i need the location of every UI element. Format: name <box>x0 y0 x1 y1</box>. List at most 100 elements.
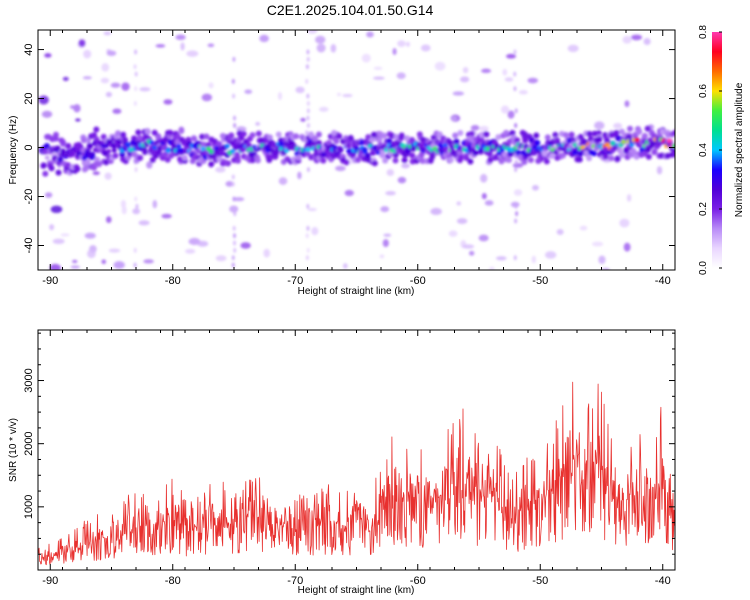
heatmap-band-halo <box>199 133 206 140</box>
heatmap-streak-blob <box>514 108 518 114</box>
heatmap-band-core <box>230 149 236 154</box>
heatmap-noise-blob <box>373 66 383 70</box>
heatmap-noise-blob <box>385 190 396 196</box>
heatmap-band-halo <box>74 166 81 173</box>
snr-ylabel: SNR (10 * v/v) <box>8 418 19 482</box>
x-tick-label: -50 <box>532 275 548 287</box>
snr-xlabel: Height of straight line (km) <box>298 585 415 596</box>
heatmap-streak-blob <box>135 203 139 209</box>
heatmap-noise-blob <box>456 218 468 224</box>
heatmap-noise-blob <box>155 44 166 48</box>
heatmap-noise-blob <box>75 118 81 122</box>
heatmap-band-halo <box>560 152 567 159</box>
heatmap-band-halo <box>365 134 372 141</box>
heatmap-band-halo <box>467 158 474 165</box>
heatmap-noise-blob <box>92 171 100 175</box>
heatmap-noise-blob <box>643 38 651 46</box>
heatmap-streak-blob <box>232 233 236 239</box>
heatmap-band-halo <box>501 151 508 158</box>
heatmap-noise-blob <box>105 216 112 224</box>
snr-series-line <box>38 381 675 566</box>
y-tick-label: 0 <box>23 144 35 150</box>
heatmap-noise-blob <box>101 259 107 265</box>
heatmap-band-halo <box>219 132 226 139</box>
heatmap-noise-blob <box>132 208 141 215</box>
heatmap-streak-blob <box>233 123 237 129</box>
heatmap-band-halo <box>645 153 652 160</box>
heatmap-streak-blob <box>305 130 309 136</box>
heatmap-noise-blob <box>143 259 154 264</box>
heatmap-noise-blob <box>383 233 392 237</box>
heatmap-band-halo <box>505 156 512 163</box>
heatmap-band-halo <box>552 131 559 138</box>
heatmap-noise-blob <box>277 92 283 101</box>
x-tick-label: -60 <box>410 575 426 587</box>
heatmap-noise-blob <box>392 48 397 55</box>
heatmap-noise-blob <box>105 91 113 98</box>
heatmap-band-halo <box>103 159 110 166</box>
heatmap-band-core <box>629 142 635 148</box>
heatmap-band-halo <box>521 159 528 166</box>
heatmap-noise-blob <box>452 91 465 96</box>
heatmap-band-core <box>165 148 171 153</box>
heatmap-streak-blob <box>305 64 309 70</box>
heatmap-streak-blob <box>233 211 237 217</box>
heatmap-band-mid <box>472 150 479 157</box>
heatmap-noise-blob <box>372 76 385 80</box>
heatmap-band-halo <box>382 157 389 164</box>
heatmap-band-halo <box>627 125 634 132</box>
heatmap-noise-blob <box>83 49 92 59</box>
heatmap-noise-blob <box>335 165 346 172</box>
heatmap-streak-blob <box>513 49 517 55</box>
heatmap-streak-blob <box>306 93 310 99</box>
heatmap-noise-blob <box>344 189 354 197</box>
heatmap-streak-blob <box>306 123 310 129</box>
heatmap-band-halo <box>548 152 555 159</box>
heatmap-band-halo <box>419 157 426 164</box>
heatmap-band-halo <box>208 161 215 168</box>
heatmap-band-core <box>621 139 627 144</box>
y-tick-label: 40 <box>23 43 35 55</box>
heatmap-band-halo <box>370 131 377 138</box>
heatmap-noise-blob <box>82 76 92 80</box>
heatmap-band-core <box>170 142 176 148</box>
heatmap-noise-blob <box>215 166 226 173</box>
heatmap-streak-blob <box>306 108 310 114</box>
heatmap-noise-blob <box>87 249 96 259</box>
heatmap-noise-blob <box>601 267 610 270</box>
heatmap-band-mid <box>590 150 597 157</box>
heatmap-band-halo <box>616 147 623 154</box>
heatmap-noise-blob <box>72 259 78 264</box>
heatmap-band-halo <box>223 160 230 167</box>
heatmap-noise-blob <box>44 53 52 58</box>
heatmap-band-halo <box>613 129 620 136</box>
heatmap-noise-blob <box>480 173 488 183</box>
heatmap-band-halo <box>136 135 143 142</box>
heatmap-streak-blob <box>232 56 236 62</box>
heatmap-band-halo <box>514 137 521 144</box>
heatmap-noise-blob <box>504 77 514 82</box>
heatmap-band-halo <box>331 129 338 136</box>
heatmap-noise-blob <box>180 42 185 51</box>
heatmap-band-halo <box>255 130 262 137</box>
heatmap-band-core <box>176 143 182 149</box>
heatmap-noise-blob <box>225 181 234 187</box>
heatmap-band-halo <box>644 125 651 132</box>
heatmap-noise-blob <box>315 35 326 44</box>
heatmap-band-halo <box>203 133 210 140</box>
heatmap-streak-blob <box>305 78 309 84</box>
heatmap-noise-blob <box>62 76 69 81</box>
heatmap-band-halo <box>608 155 615 162</box>
heatmap-noise-blob <box>468 250 475 256</box>
heatmap-noise-blob <box>120 200 126 208</box>
heatmap-noise-blob <box>316 43 326 53</box>
heatmap-band-halo <box>447 157 454 164</box>
heatmap-band-halo <box>398 135 405 142</box>
heatmap-band-halo <box>392 151 399 158</box>
heatmap-noise-blob <box>208 82 214 89</box>
heatmap-band-mid <box>596 136 603 143</box>
heatmap-noise-blob <box>451 116 458 121</box>
heatmap-band-halo <box>333 138 340 145</box>
heatmap-band-halo <box>234 151 241 158</box>
